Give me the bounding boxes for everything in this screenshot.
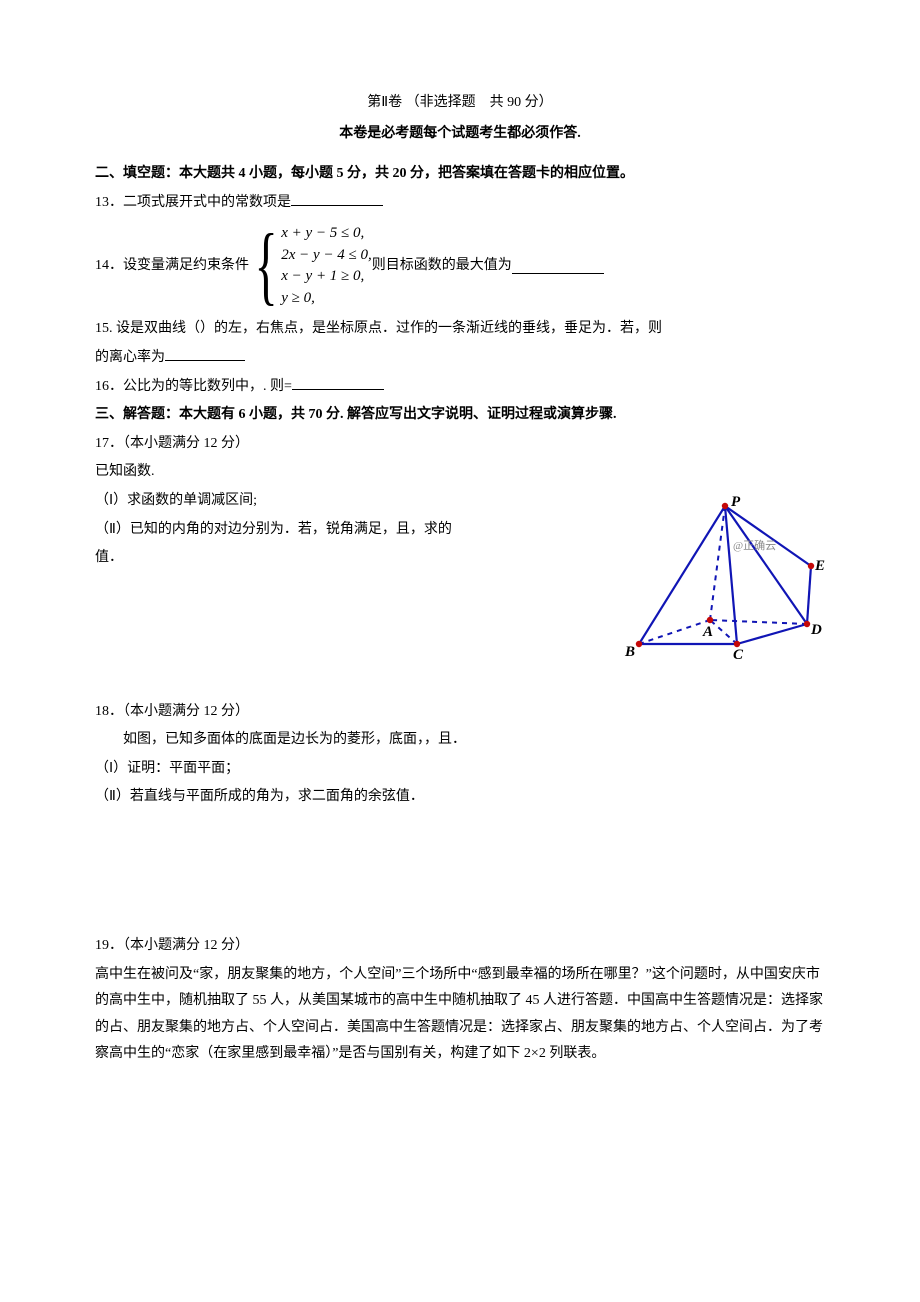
watermark: @正确云 bbox=[733, 539, 776, 552]
brace-icon: { bbox=[255, 222, 278, 310]
q17-l1: 已知函数. bbox=[95, 459, 825, 486]
q15-line1: 15. 设是双曲线（）的左，右焦点，是坐标原点．过作的一条渐近线的垂线，垂足为．… bbox=[95, 316, 825, 343]
label-P: P bbox=[731, 494, 741, 510]
page-subtitle: 本卷是必考题每个试题考生都必须作答. bbox=[95, 121, 825, 148]
q18-head: 18．（本小题满分 12 分） bbox=[95, 699, 825, 726]
q14-c4: y ≥ 0, bbox=[281, 288, 372, 310]
q18-l2: （Ⅰ）证明：平面平面； bbox=[95, 756, 825, 783]
label-D: D bbox=[810, 622, 822, 638]
q17-head: 17．（本小题满分 12 分） bbox=[95, 431, 825, 458]
q13: 13．二项式展开式中的常数项是 bbox=[95, 190, 825, 217]
q19-head: 19．（本小题满分 12 分） bbox=[95, 933, 825, 960]
blank bbox=[292, 375, 384, 390]
section-3-header: 三、解答题：本大题有 6 小题，共 70 分. 解答应写出文字说明、证明过程或演… bbox=[95, 402, 825, 429]
q14-prefix: 14．设变量满足约束条件 bbox=[95, 253, 249, 280]
q14: 14．设变量满足约束条件 { x + y − 5 ≤ 0, 2x − y − 4… bbox=[95, 222, 825, 310]
q16: 16．公比为的等比数列中，. 则= bbox=[95, 374, 825, 401]
label-E: E bbox=[814, 558, 825, 574]
label-C: C bbox=[733, 647, 744, 663]
blank bbox=[512, 259, 604, 274]
blank bbox=[165, 346, 245, 361]
section-2-header: 二、填空题：本大题共 4 小题，每小题 5 分，共 20 分，把答案填在答题卡的… bbox=[95, 161, 825, 188]
q19-p1: 高中生在被问及“家，朋友聚集的地方，个人空间”三个场所中“感到最幸福的场所在哪里… bbox=[95, 962, 825, 1068]
q14-constraints: { x + y − 5 ≤ 0, 2x − y − 4 ≤ 0, x − y +… bbox=[249, 222, 372, 310]
page-title: 第Ⅱ卷 （非选择题 共 90 分） bbox=[95, 90, 825, 117]
q15-line2-text: 的离心率为 bbox=[95, 350, 165, 365]
q13-text: 13．二项式展开式中的常数项是 bbox=[95, 195, 291, 210]
q14-c1: x + y − 5 ≤ 0, bbox=[281, 223, 372, 245]
q18-l3: （Ⅱ）若直线与平面所成的角为，求二面角的余弦值． bbox=[95, 784, 825, 811]
blank bbox=[291, 191, 383, 206]
q14-c3: x − y + 1 ≥ 0, bbox=[281, 266, 372, 288]
q14-suffix: 则目标函数的最大值为 bbox=[372, 253, 512, 280]
q15-line2: 的离心率为 bbox=[95, 345, 825, 372]
label-A: A bbox=[702, 624, 713, 640]
q18-l1: 如图，已知多面体的底面是边长为的菱形，底面，，且． bbox=[95, 727, 825, 754]
spacer bbox=[95, 813, 825, 933]
q16-text: 16．公比为的等比数列中，. 则= bbox=[95, 379, 292, 394]
q14-constraint-lines: x + y − 5 ≤ 0, 2x − y − 4 ≤ 0, x − y + 1… bbox=[281, 223, 372, 310]
q17-figure: P E D C B A @正确云 bbox=[615, 494, 825, 664]
label-B: B bbox=[624, 644, 635, 660]
q14-c2: 2x − y − 4 ≤ 0, bbox=[281, 245, 372, 267]
polyhedron-diagram: P E D C B A @正确云 bbox=[615, 494, 825, 664]
